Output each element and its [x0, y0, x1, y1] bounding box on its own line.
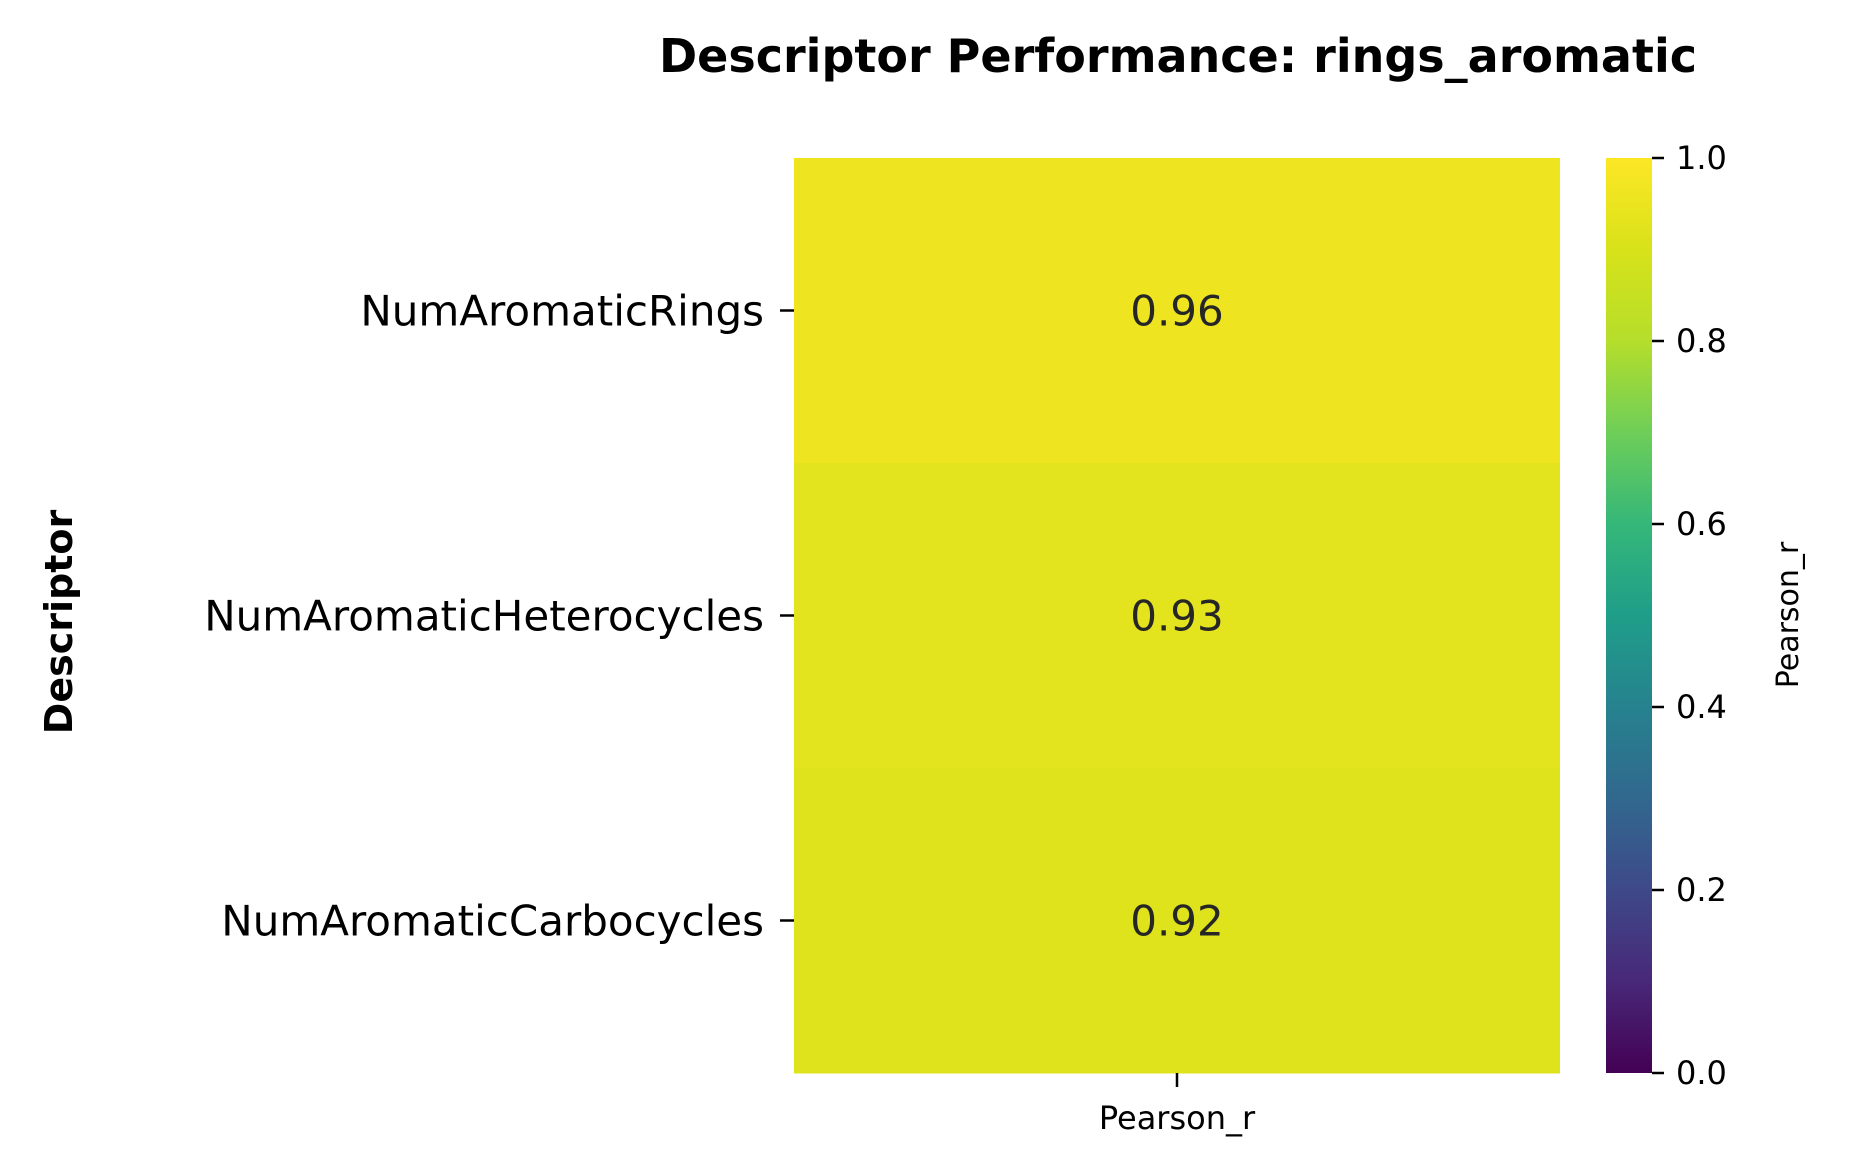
heatmap-cell: [794, 768, 1560, 1074]
colorbar-tick-label: 1.0: [1676, 139, 1727, 177]
colorbar-tick-label: 0.0: [1676, 1054, 1727, 1092]
colorbar: [1606, 158, 1652, 1073]
y-tick-label: NumAromaticRings: [360, 287, 764, 336]
y-axis-ticks: NumAromaticRings NumAromaticHeterocycles N…: [204, 287, 794, 946]
colorbar-label: Pearson_r: [1771, 541, 1806, 688]
chart-title: Descriptor Performance: rings_aromatic: [659, 29, 1697, 83]
cell-value-label: 0.96: [1130, 287, 1224, 336]
heatmap-cells: 0.96 0.93 0.92: [794, 158, 1560, 1074]
cell-value-label: 0.92: [1130, 897, 1224, 946]
colorbar-tick-label: 0.4: [1676, 688, 1727, 726]
y-axis-label: Descriptor: [37, 510, 81, 735]
y-tick-label: NumAromaticCarbocycles: [221, 897, 764, 946]
y-tick-label: NumAromaticHeterocycles: [204, 592, 764, 641]
cell-value-label: 0.93: [1130, 592, 1224, 641]
heatmap-cell: [794, 463, 1560, 769]
x-tick-label: Pearson_r: [1099, 1099, 1256, 1137]
colorbar-ticks: 0.0 0.2 0.4 0.6 0.8 1.0: [1652, 139, 1727, 1092]
colorbar-tick-label: 0.6: [1676, 505, 1727, 543]
colorbar-tick-label: 0.8: [1676, 322, 1727, 360]
x-axis-ticks: Pearson_r: [1099, 1073, 1256, 1137]
heatmap-cell: [794, 158, 1560, 464]
colorbar-tick-label: 0.2: [1676, 871, 1727, 909]
